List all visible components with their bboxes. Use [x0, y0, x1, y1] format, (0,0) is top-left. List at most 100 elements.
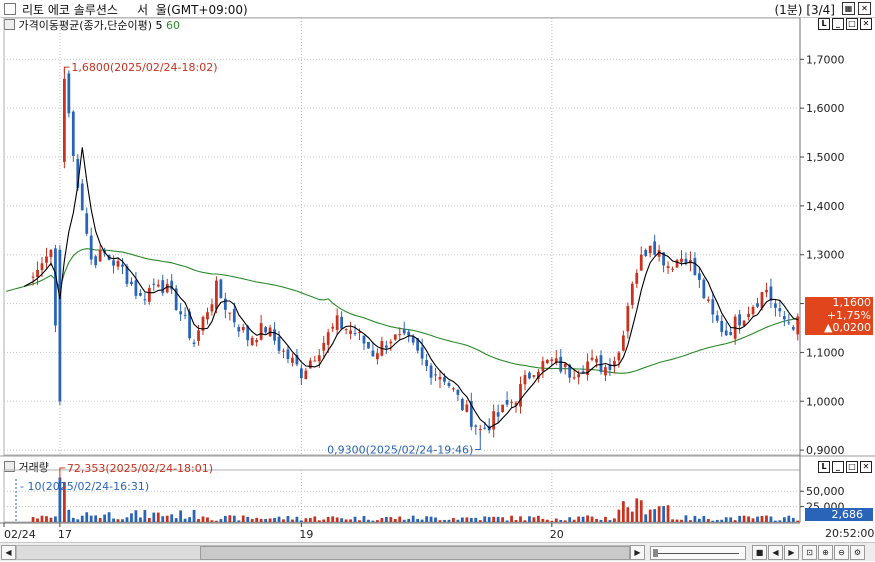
volume-bar: [505, 520, 509, 522]
candle-body: [259, 323, 263, 340]
candle-body: [613, 361, 616, 367]
volume-bar: [492, 516, 496, 522]
candle-body: [617, 352, 621, 361]
price-pane-close-icon[interactable]: ✕: [860, 18, 872, 30]
volume-bar: [116, 519, 120, 522]
volume-bar: [152, 512, 156, 522]
candle-body: [434, 374, 437, 376]
candle-body: [62, 78, 66, 162]
volume-bar: [742, 515, 746, 522]
candle-body: [94, 256, 98, 266]
candle-body: [501, 404, 505, 412]
candle-body: [170, 280, 174, 290]
candle-body: [179, 311, 183, 315]
price-pane-line-icon[interactable]: L: [818, 18, 830, 30]
volume-bar: [577, 516, 581, 522]
volume-bar: [362, 515, 366, 522]
volume-bar: [156, 512, 160, 522]
volume-bar: [729, 517, 733, 522]
candle-body: [152, 283, 156, 285]
volume-bar: [130, 513, 133, 522]
candle-body: [147, 287, 151, 302]
candle-body: [729, 332, 733, 336]
candle-body: [639, 254, 643, 271]
volume-pane-maximize-icon[interactable]: □: [846, 461, 858, 473]
close-icon[interactable]: ✕: [858, 2, 871, 15]
ma-short-line: [23, 147, 798, 429]
volume-pane-minimize-icon[interactable]: _: [832, 461, 844, 473]
zoom-slider-thumb[interactable]: [653, 549, 658, 557]
time-readout: 20:52:00: [825, 527, 875, 540]
candle-body: [371, 350, 375, 357]
window-title: 리토 에코 솔루션스 서 울(GMT+09:00): [22, 3, 248, 17]
interval-label[interactable]: (1분): [774, 3, 803, 17]
volume-bar: [241, 515, 245, 522]
volume-bar: [232, 515, 236, 522]
volume-bar: [434, 517, 437, 522]
scroll-left-icon[interactable]: ◀: [1, 545, 16, 560]
volume-bar: [273, 517, 276, 522]
candle-body: [219, 279, 223, 298]
volume-pane-close-icon[interactable]: ✕: [860, 461, 872, 473]
volume-bar: [201, 516, 205, 522]
candle-body: [590, 357, 594, 360]
candle-body: [648, 245, 652, 254]
volume-bar: [389, 517, 393, 522]
candle-body: [71, 111, 75, 156]
page-label[interactable]: [3/4]: [806, 3, 835, 17]
zoom-out-icon[interactable]: ⊖: [834, 545, 849, 560]
candle-body: [304, 370, 308, 380]
candle-body: [291, 357, 294, 363]
price-pane-minimize-icon[interactable]: _: [832, 18, 844, 30]
candle-body: [295, 355, 299, 365]
volume-bar: [398, 516, 402, 522]
volume-bar: [277, 516, 281, 522]
candle-body: [215, 280, 218, 310]
chart-canvas[interactable]: 1,70001,60001,50001,40001,30001,20001,10…: [0, 0, 875, 542]
scroll-thumb[interactable]: [200, 546, 630, 560]
candle-body: [398, 334, 402, 336]
volume-bar: [188, 517, 191, 522]
volume-bar: [443, 519, 446, 522]
candle-body: [210, 304, 214, 312]
volume-bar: [680, 519, 683, 522]
candle-body: [742, 320, 746, 327]
stop-icon[interactable]: ■: [752, 545, 767, 560]
volume-bar: [98, 517, 102, 522]
volume-pane-line-icon[interactable]: L: [818, 461, 830, 473]
candle-body: [161, 280, 165, 293]
volume-bar: [170, 514, 174, 522]
settings-icon[interactable]: ⚙: [850, 545, 865, 560]
candle-body: [644, 249, 648, 257]
volume-legend-icon[interactable]: [4, 461, 15, 472]
volume-bar: [465, 517, 469, 522]
volume-bar: [666, 505, 670, 522]
candle-body: [143, 299, 147, 301]
candle-body: [599, 355, 603, 372]
volume-bar: [31, 517, 35, 522]
volume-bar: [89, 515, 93, 522]
volume-legend: 거래량: [4, 459, 49, 475]
scroll-right-icon[interactable]: ▶: [630, 545, 645, 560]
price-pane-maximize-icon[interactable]: □: [846, 18, 858, 30]
volume-bar: [380, 518, 384, 522]
step-forward-icon[interactable]: ▶: [784, 545, 799, 560]
candle-body: [756, 303, 759, 307]
volume-bar: [787, 515, 791, 522]
step-back-icon[interactable]: ◀: [768, 545, 783, 560]
candle-body: [31, 276, 35, 278]
low-annotation-label: 0,9300(2025/02/24-19:46): [327, 443, 473, 456]
x-tick-label: 20: [550, 528, 564, 541]
candle-body: [751, 306, 755, 315]
grid-toggle-icon[interactable]: ▦: [842, 2, 855, 15]
candle-body: [626, 306, 630, 332]
candle-body: [237, 327, 241, 332]
candle-body: [474, 425, 478, 427]
candle-body: [80, 183, 84, 211]
candle-body: [139, 292, 142, 296]
zoom-slider[interactable]: [650, 546, 746, 560]
zoom-in-icon[interactable]: ⊕: [818, 545, 833, 560]
zoom-reset-icon[interactable]: ⊡: [802, 545, 817, 560]
candle-body: [706, 299, 710, 301]
volume-bar: [438, 520, 442, 522]
